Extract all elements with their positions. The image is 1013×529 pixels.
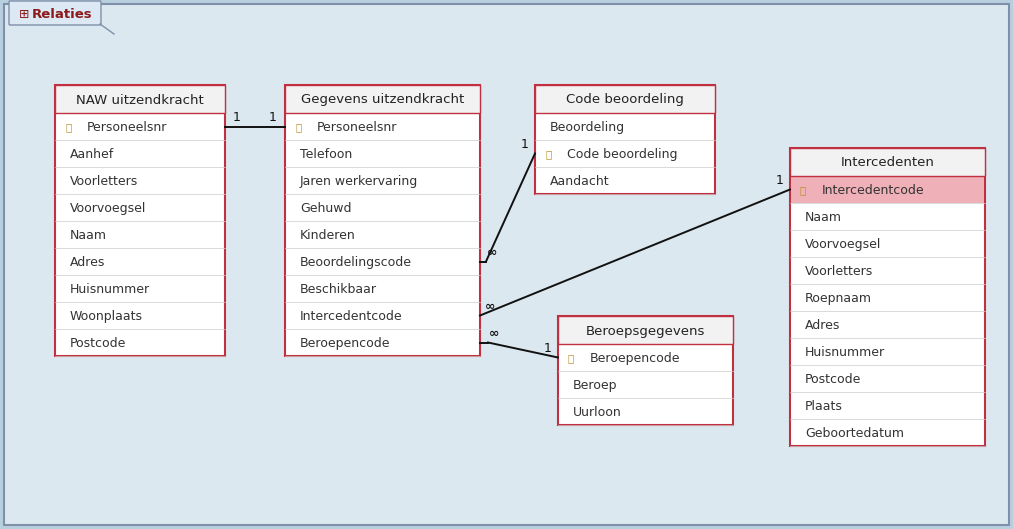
FancyBboxPatch shape [535,85,715,113]
Text: Beroep: Beroep [573,379,618,392]
FancyBboxPatch shape [285,85,480,113]
Text: Postcode: Postcode [805,373,861,386]
Text: 🔑: 🔑 [65,123,71,132]
Text: 1: 1 [521,138,529,151]
Text: 🔑: 🔑 [545,150,551,160]
FancyBboxPatch shape [55,85,225,113]
Text: Kinderen: Kinderen [300,229,356,242]
FancyBboxPatch shape [285,85,480,356]
FancyBboxPatch shape [790,148,985,446]
Text: Intercedentcode: Intercedentcode [822,184,925,197]
Text: Roepnaam: Roepnaam [805,292,872,305]
FancyBboxPatch shape [4,4,1009,525]
Text: Huisnummer: Huisnummer [70,283,150,296]
Text: Personeelsnr: Personeelsnr [87,121,167,134]
Text: Naam: Naam [70,229,107,242]
Text: Adres: Adres [70,256,105,269]
Text: 1: 1 [544,342,552,355]
Text: Voorvoegsel: Voorvoegsel [70,202,146,215]
FancyBboxPatch shape [9,1,101,25]
Text: Plaats: Plaats [805,400,843,413]
Text: Relaties: Relaties [31,7,92,21]
Text: 🔑: 🔑 [568,353,574,363]
Text: Beschikbaar: Beschikbaar [300,283,377,296]
Text: Personeelsnr: Personeelsnr [317,121,397,134]
Text: Beroepsgegevens: Beroepsgegevens [586,324,705,338]
FancyBboxPatch shape [791,177,984,203]
Text: Beoordeling: Beoordeling [550,121,625,134]
Text: Beoordelingscode: Beoordelingscode [300,256,412,269]
FancyBboxPatch shape [55,85,225,356]
Text: Voorvoegsel: Voorvoegsel [805,238,881,251]
Text: Naam: Naam [805,211,842,224]
FancyBboxPatch shape [790,148,985,176]
Text: Gehuwd: Gehuwd [300,202,352,215]
Text: Telefoon: Telefoon [300,148,353,161]
Text: Aanhef: Aanhef [70,148,114,161]
Text: Voorletters: Voorletters [70,175,138,188]
Text: 🔑: 🔑 [295,123,301,132]
Text: 1: 1 [269,111,277,124]
Text: Code beoordeling: Code beoordeling [566,94,684,106]
Text: Aandacht: Aandacht [550,175,610,188]
Text: Huisnummer: Huisnummer [805,346,885,359]
Text: 🔑: 🔑 [800,186,806,196]
Text: Intercedentcode: Intercedentcode [300,310,402,323]
Text: ∞: ∞ [489,327,499,340]
Text: ∞: ∞ [487,246,497,259]
FancyBboxPatch shape [535,85,715,194]
Text: ∞: ∞ [485,300,495,313]
Text: NAW uitzendkracht: NAW uitzendkracht [76,94,204,106]
Text: Intercedenten: Intercedenten [841,157,934,169]
Text: ⊞: ⊞ [19,7,29,21]
Text: Adres: Adres [805,319,841,332]
Text: Code beoordeling: Code beoordeling [567,148,678,161]
Text: Geboortedatum: Geboortedatum [805,427,904,440]
Text: 1: 1 [233,111,241,124]
Text: Uurloon: Uurloon [573,406,622,419]
Text: Beroepencode: Beroepencode [300,337,390,350]
Text: Gegevens uitzendkracht: Gegevens uitzendkracht [301,94,464,106]
FancyBboxPatch shape [558,316,733,425]
Text: Jaren werkervaring: Jaren werkervaring [300,175,418,188]
Text: Woonplaats: Woonplaats [70,310,143,323]
Text: 1: 1 [776,174,784,187]
Text: Beroepencode: Beroepencode [590,352,681,365]
Text: Voorletters: Voorletters [805,265,873,278]
FancyBboxPatch shape [558,316,733,344]
Text: Postcode: Postcode [70,337,127,350]
